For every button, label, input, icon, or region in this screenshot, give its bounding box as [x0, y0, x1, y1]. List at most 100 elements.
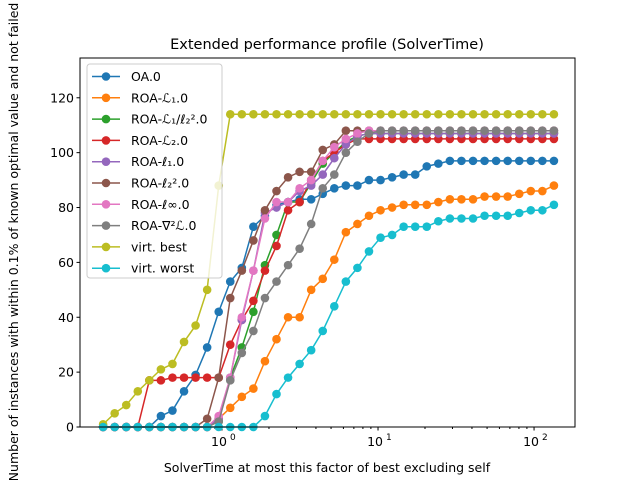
data-point — [422, 222, 432, 232]
data-point — [480, 156, 489, 166]
data-point — [434, 159, 443, 168]
legend-label: OA.0 — [131, 69, 161, 84]
data-point — [260, 356, 270, 366]
legend: OA.0 ROA-ℒ₁.0 ROA-ℒ₁/ℓ₂².0 ROA-ℒ₂.0 ROA-ℓ₁.0… — [86, 63, 223, 279]
data-point — [399, 200, 408, 210]
data-point — [480, 109, 489, 119]
legend-marker — [101, 72, 111, 81]
data-point — [272, 186, 281, 196]
data-point — [549, 200, 559, 210]
data-point — [202, 373, 212, 382]
data-point — [364, 247, 374, 256]
data-point — [202, 414, 212, 424]
data-point — [468, 214, 478, 223]
legend-box — [86, 63, 223, 279]
y-tick-label: 120 — [50, 90, 74, 105]
data-point — [329, 255, 339, 264]
data-point — [283, 205, 293, 215]
data-point — [283, 260, 293, 270]
data-point — [225, 340, 235, 349]
data-point — [364, 129, 374, 138]
y-tick-label: 80 — [58, 200, 74, 215]
data-point — [202, 343, 212, 352]
data-point — [249, 109, 258, 119]
x-axis-label: SolverTime at most this factor of best e… — [164, 460, 491, 475]
data-point — [295, 184, 304, 193]
data-point — [318, 109, 328, 119]
data-point — [445, 214, 455, 223]
data-point — [179, 373, 189, 382]
data-point — [318, 156, 328, 166]
data-point — [457, 156, 466, 166]
data-point — [480, 126, 489, 136]
data-point — [410, 200, 420, 210]
data-point — [538, 109, 547, 119]
data-point — [538, 205, 547, 215]
data-point — [145, 376, 154, 385]
data-point — [283, 197, 293, 207]
data-point — [329, 142, 339, 152]
x-tick-exponent: 0 — [230, 433, 236, 443]
data-point — [295, 312, 304, 322]
series-line — [102, 113, 554, 425]
data-point — [225, 293, 235, 303]
data-point — [283, 109, 293, 119]
data-point — [526, 156, 536, 166]
legend-label: ROA-ℒ₂.0 — [131, 133, 188, 148]
legend-marker — [101, 93, 111, 103]
data-point — [341, 126, 351, 136]
data-point — [341, 109, 351, 119]
data-point — [225, 109, 235, 119]
y-tick-label: 20 — [58, 365, 74, 380]
legend-marker — [101, 221, 111, 230]
data-point — [318, 326, 328, 336]
data-point — [491, 126, 501, 136]
data-point — [318, 170, 328, 179]
data-point — [249, 326, 258, 336]
legend-marker — [101, 178, 111, 188]
data-point — [168, 406, 177, 415]
data-point — [399, 222, 408, 232]
data-point — [457, 109, 466, 119]
data-point — [503, 192, 512, 201]
data-point — [272, 277, 281, 286]
data-point — [387, 203, 397, 212]
data-point — [491, 211, 501, 221]
data-point — [272, 334, 281, 344]
data-point — [410, 109, 420, 119]
chart-title: Extended performance profile (SolverTime… — [170, 37, 484, 53]
legend-entry: OA.0 — [92, 69, 161, 84]
data-point — [329, 184, 339, 193]
data-point — [237, 312, 247, 322]
data-point — [295, 167, 304, 177]
data-point — [329, 170, 339, 179]
data-point — [214, 373, 224, 382]
data-point — [329, 153, 339, 163]
y-tick-label: 100 — [50, 145, 74, 160]
data-point — [387, 126, 397, 136]
legend-entry: virt. best — [92, 239, 187, 254]
legend-marker — [101, 157, 111, 166]
data-point — [445, 194, 455, 204]
data-point — [422, 200, 432, 210]
data-point — [468, 109, 478, 119]
data-point — [249, 296, 258, 306]
data-point — [249, 384, 258, 393]
data-point — [306, 109, 316, 119]
data-point — [283, 373, 293, 382]
data-point — [329, 301, 339, 311]
data-point — [341, 227, 351, 237]
data-point — [434, 216, 443, 226]
data-point — [306, 175, 316, 185]
legend-label: ROA-ℒ₁/ℓ₂².0 — [131, 112, 207, 127]
data-point — [237, 266, 247, 275]
data-point — [249, 307, 258, 317]
data-point — [549, 181, 559, 190]
data-point — [376, 126, 385, 136]
data-point — [249, 222, 258, 232]
data-point — [353, 263, 362, 273]
data-point — [364, 211, 374, 221]
data-point — [260, 214, 270, 223]
data-point — [410, 126, 420, 136]
